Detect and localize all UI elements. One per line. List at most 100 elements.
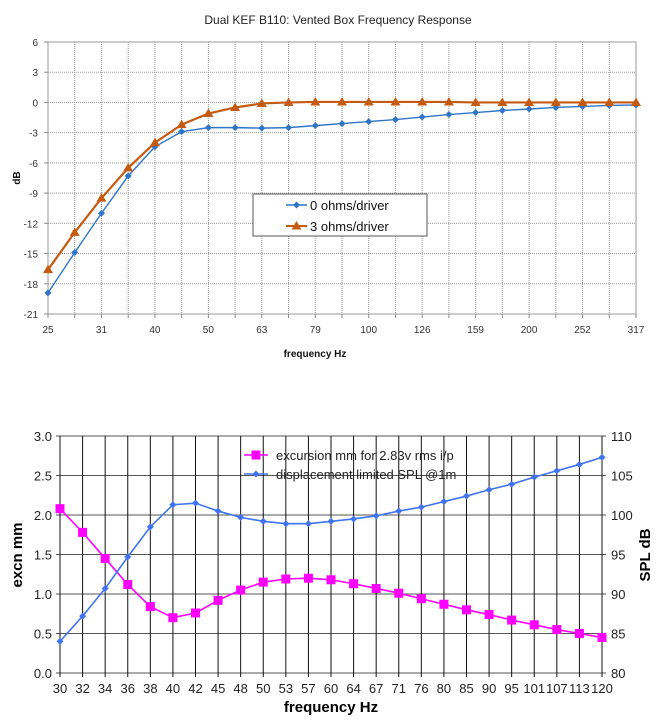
- x-tick-label: 200: [521, 325, 538, 336]
- y-tick-label-left: 0.0: [34, 666, 52, 681]
- x-tick-label: 63: [256, 325, 268, 336]
- data-point: [203, 108, 214, 118]
- data-point: [416, 594, 426, 604]
- data-point: [395, 507, 403, 515]
- data-point: [443, 96, 454, 106]
- x-tick-label: 60: [324, 681, 338, 696]
- data-point: [237, 513, 245, 521]
- x-tick-label: 101: [523, 681, 545, 696]
- data-point: [485, 486, 493, 494]
- data-point: [43, 264, 53, 274]
- y-tick-label-right: 100: [611, 508, 633, 523]
- data-point: [418, 113, 426, 121]
- x-tick-label: 76: [414, 681, 428, 696]
- data-point: [236, 585, 246, 595]
- data-point: [390, 96, 401, 106]
- data-point: [230, 102, 241, 111]
- data-point: [327, 517, 335, 525]
- data-point: [530, 473, 538, 481]
- y-tick-label-right: 85: [611, 627, 625, 642]
- x-tick-label: 42: [188, 681, 202, 696]
- data-point: [365, 118, 373, 126]
- data-point: [168, 613, 178, 623]
- y-tick-label: -9: [29, 189, 38, 200]
- bottom-chart-ylabel-right: SPL dB: [637, 528, 654, 581]
- data-point: [439, 599, 449, 609]
- x-tick-label: 252: [574, 325, 591, 336]
- data-point: [371, 583, 381, 593]
- data-point: [146, 523, 154, 531]
- data-point: [191, 608, 200, 618]
- data-point: [631, 97, 641, 106]
- legend-label: 0 ohms/driver: [310, 198, 389, 213]
- data-point: [525, 105, 533, 113]
- legend-box: [252, 193, 428, 237]
- x-tick-label: 120: [591, 681, 613, 696]
- data-point: [192, 499, 199, 507]
- x-tick-label: 48: [233, 681, 247, 696]
- data-point: [149, 137, 160, 147]
- x-tick-label: 67: [369, 681, 383, 696]
- x-tick-label: 36: [121, 681, 135, 696]
- legend-marker: [252, 470, 260, 478]
- top-legend: 0 ohms/driver 3 ohms/driver: [252, 193, 428, 237]
- data-point: [124, 172, 132, 180]
- data-point: [310, 96, 321, 106]
- x-tick-label: 25: [42, 325, 54, 336]
- y-tick-label-right: 90: [611, 587, 625, 602]
- data-point: [391, 116, 399, 124]
- data-point: [259, 517, 267, 525]
- top-chart-xlabel: frequency Hz: [284, 349, 347, 360]
- x-tick-label: 71: [392, 681, 406, 696]
- data-point: [100, 553, 110, 563]
- y-tick-label-left: 1.5: [34, 548, 52, 563]
- data-point: [338, 120, 346, 128]
- data-point: [575, 460, 583, 468]
- x-tick-label: 126: [414, 325, 431, 336]
- data-point: [281, 574, 291, 584]
- data-point: [78, 527, 88, 537]
- bottom-chart-ylabel-left: excn mm: [9, 522, 26, 587]
- x-tick-label: 32: [75, 681, 89, 696]
- y-tick-label-left: 2.0: [34, 508, 52, 523]
- legend-marker: [293, 201, 300, 209]
- data-point: [178, 128, 186, 136]
- y-tick-label: -21: [24, 310, 39, 321]
- data-point: [213, 595, 223, 605]
- data-point: [79, 612, 87, 620]
- data-point: [508, 480, 516, 488]
- x-tick-label: 317: [628, 325, 645, 336]
- data-point: [55, 504, 65, 514]
- data-point: [553, 467, 561, 475]
- data-point: [176, 119, 187, 129]
- data-point: [304, 520, 312, 528]
- bottom-legend: excursion mm for 2.83v rms i/p displaceme…: [244, 448, 456, 482]
- data-point: [337, 96, 347, 106]
- data-point: [145, 602, 155, 612]
- x-tick-label: 79: [310, 325, 322, 336]
- y-tick-label-left: 0.5: [34, 627, 52, 642]
- y-tick-label: 3: [32, 68, 38, 79]
- data-point: [282, 520, 290, 528]
- series-3-ohms: [43, 96, 641, 274]
- x-tick-label: 95: [504, 681, 518, 696]
- x-tick-label: 159: [467, 325, 484, 336]
- data-point: [204, 124, 212, 132]
- data-point: [311, 122, 319, 130]
- data-point: [604, 97, 615, 106]
- top-chart-title: Dual KEF B110: Vented Box Frequency Resp…: [204, 13, 472, 27]
- y-tick-label: -3: [29, 129, 38, 140]
- y-tick-label-left: 1.0: [34, 587, 52, 602]
- x-tick-label: 45: [211, 681, 225, 696]
- legend-marker: [251, 450, 261, 460]
- data-point: [96, 193, 107, 202]
- data-point: [258, 124, 266, 132]
- y-tick-label: -6: [29, 159, 38, 170]
- series-spl: [56, 453, 606, 645]
- x-tick-label: 40: [149, 325, 161, 336]
- data-point: [256, 98, 267, 107]
- x-tick-label: 90: [482, 681, 496, 696]
- data-point: [394, 588, 404, 598]
- data-point: [462, 605, 471, 615]
